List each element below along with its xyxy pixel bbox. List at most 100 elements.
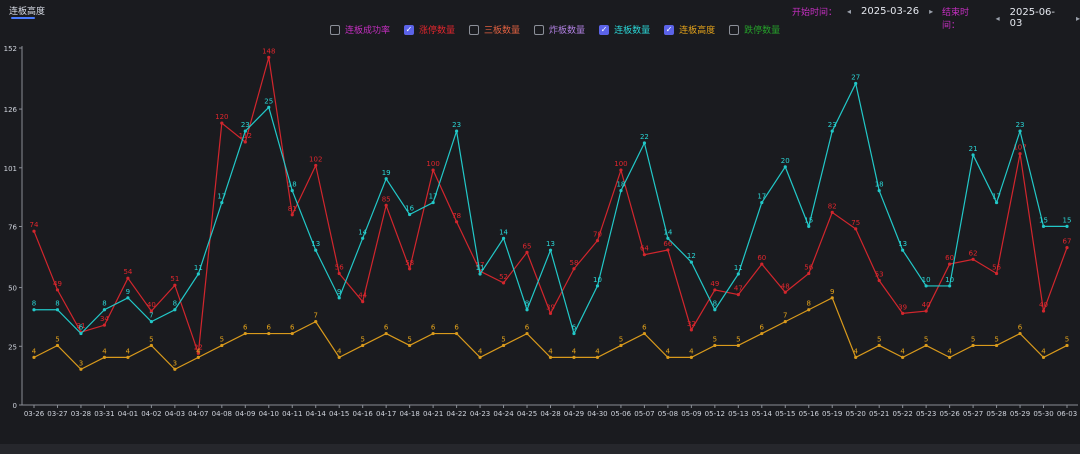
data-label: 5 xyxy=(924,335,928,343)
data-point xyxy=(32,308,36,312)
legend-item-consecutive-board-count[interactable]: ✓ 连板数量 xyxy=(599,23,650,36)
data-point xyxy=(689,260,693,264)
data-point xyxy=(783,290,787,294)
x-tick-label: 05-06 xyxy=(611,410,632,418)
x-tick-label: 05-08 xyxy=(658,410,678,418)
checkbox-checked-icon[interactable]: ✓ xyxy=(404,24,415,35)
data-point xyxy=(854,355,858,359)
data-point xyxy=(854,227,858,231)
x-tick-label: 03-27 xyxy=(47,410,67,418)
data-label: 4 xyxy=(1041,347,1046,355)
data-point xyxy=(830,129,834,133)
data-point xyxy=(760,262,764,266)
x-tick-label: 04-29 xyxy=(564,410,584,418)
legend-item-board-height[interactable]: ✓ 连板高度 xyxy=(664,23,715,36)
data-point xyxy=(830,210,834,215)
data-label: 9 xyxy=(830,288,834,296)
data-label: 4 xyxy=(947,347,952,355)
data-point xyxy=(877,189,881,193)
end-prev-arrow-icon[interactable]: ◂ xyxy=(995,13,1000,23)
data-point xyxy=(994,343,999,348)
data-label: 6 xyxy=(760,324,765,332)
y-tick-label: 101 xyxy=(4,165,17,173)
data-label: 6 xyxy=(243,324,248,332)
start-date-value[interactable]: 2025-03-26 xyxy=(861,6,920,17)
start-prev-arrow-icon[interactable]: ◂ xyxy=(847,7,852,16)
legend-item-third-board-count[interactable]: 三板数量 xyxy=(469,23,520,36)
data-point xyxy=(901,311,905,316)
checkbox-checked-icon[interactable]: ✓ xyxy=(664,24,675,35)
x-tick-label: 04-21 xyxy=(423,410,443,418)
data-point xyxy=(267,331,271,336)
checkbox-icon[interactable] xyxy=(469,24,480,35)
data-point xyxy=(924,343,928,348)
end-next-arrow-icon[interactable]: ▸ xyxy=(1075,13,1080,23)
data-label: 75 xyxy=(851,219,860,227)
y-tick-label: 152 xyxy=(4,45,17,53)
data-point xyxy=(384,177,388,181)
data-label: 6 xyxy=(1018,324,1023,332)
data-point xyxy=(32,355,36,359)
legend-item-broken-board-count[interactable]: 炸板数量 xyxy=(534,23,585,36)
data-label: 102 xyxy=(309,155,322,163)
x-tick-label: 04-09 xyxy=(235,410,255,418)
end-date-value[interactable]: 2025-06-03 xyxy=(1009,7,1056,29)
data-label: 56 xyxy=(804,263,813,271)
tab-board-height[interactable]: 连板高度 xyxy=(9,7,46,17)
data-point xyxy=(713,343,717,348)
x-tick-label: 05-09 xyxy=(681,410,701,418)
legend-item-limit-down-count[interactable]: 跌停数量 xyxy=(729,23,780,36)
checkbox-checked-icon[interactable]: ✓ xyxy=(599,24,610,35)
legend-item-limit-up-count[interactable]: ✓ 涨停数量 xyxy=(404,23,455,36)
data-point xyxy=(689,355,693,359)
data-label: 4 xyxy=(337,347,342,355)
x-tick-label: 04-17 xyxy=(376,410,396,418)
data-point xyxy=(642,253,647,257)
legend-item-success-rate[interactable]: 连板成功率 xyxy=(330,23,390,36)
x-tick-label: 05-30 xyxy=(1033,410,1053,418)
start-next-arrow-icon[interactable]: ▸ xyxy=(929,7,934,16)
data-label: 10 xyxy=(945,276,954,284)
checkbox-icon[interactable] xyxy=(729,24,740,35)
data-label: 48 xyxy=(781,282,790,290)
data-label: 56 xyxy=(992,263,1001,271)
data-point xyxy=(102,323,107,327)
data-point xyxy=(877,343,881,348)
data-label: 56 xyxy=(335,263,344,271)
x-tick-label: 05-19 xyxy=(822,410,842,418)
data-point xyxy=(572,267,576,271)
data-point xyxy=(431,168,435,172)
x-tick-label: 05-07 xyxy=(634,410,654,418)
data-point xyxy=(971,343,975,348)
legend-label: 跌停数量 xyxy=(744,26,781,36)
data-point xyxy=(877,278,881,283)
data-point xyxy=(971,153,975,157)
data-point xyxy=(314,163,318,168)
data-label: 4 xyxy=(689,347,694,355)
data-label: 70 xyxy=(593,231,602,239)
top-bar: 连板高度 开始时间： ◂ 2025-03-26 ▸ 结束时间： ◂ 2025-0… xyxy=(0,0,1080,31)
checkbox-icon[interactable] xyxy=(330,24,340,35)
bottom-scrollbar[interactable] xyxy=(0,444,1080,454)
x-tick-label: 05-27 xyxy=(963,410,983,418)
data-point xyxy=(736,272,740,276)
data-label: 23 xyxy=(828,121,837,129)
data-label: 4 xyxy=(900,347,905,355)
data-label: 82 xyxy=(828,202,837,210)
data-point xyxy=(713,288,717,292)
data-point xyxy=(102,355,107,359)
data-label: 8 xyxy=(525,300,529,308)
x-tick-label: 04-10 xyxy=(259,410,279,418)
data-label: 6 xyxy=(525,324,530,332)
data-label: 58 xyxy=(405,259,414,267)
data-label: 25 xyxy=(264,97,273,105)
data-label: 64 xyxy=(640,245,649,253)
checkbox-icon[interactable] xyxy=(534,24,545,35)
y-tick-label: 76 xyxy=(8,224,17,232)
data-label: 4 xyxy=(666,347,671,355)
data-point xyxy=(149,343,153,348)
legend-label: 连板数量 xyxy=(614,26,651,36)
data-label: 5 xyxy=(971,335,975,343)
data-label: 22 xyxy=(194,343,203,351)
